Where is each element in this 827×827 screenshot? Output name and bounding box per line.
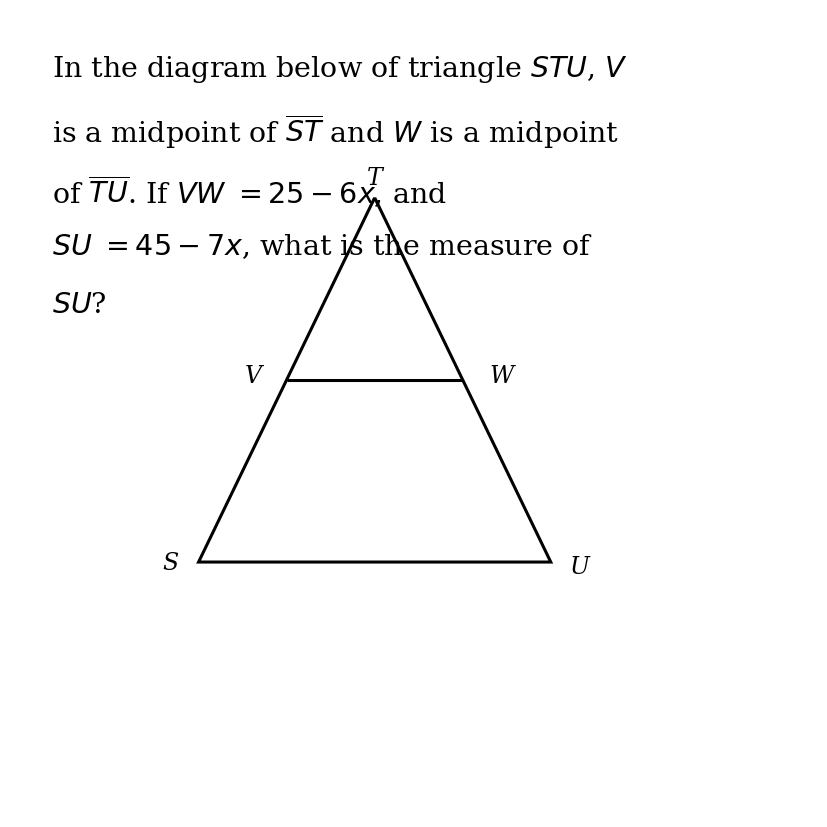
- Text: is a midpoint of $\overline{\mathit{ST}}$ and $\mathit{W}$ is a midpoint: is a midpoint of $\overline{\mathit{ST}}…: [52, 113, 619, 151]
- Text: $\mathit{SU}$?: $\mathit{SU}$?: [52, 292, 108, 319]
- Text: W: W: [489, 365, 514, 388]
- Text: S: S: [162, 551, 178, 574]
- Text: of $\overline{\mathit{TU}}$. If $\mathit{VW}$ $= 25 - 6\mathit{x}$, and: of $\overline{\mathit{TU}}$. If $\mathit…: [52, 173, 447, 208]
- Text: V: V: [244, 365, 261, 388]
- Text: <: <: [768, 36, 799, 71]
- Text: T: T: [366, 166, 382, 189]
- Text: In the diagram below of triangle $\mathit{STU}$, $\mathit{V}$: In the diagram below of triangle $\mathi…: [52, 54, 628, 84]
- Text: U: U: [569, 555, 589, 578]
- Text: $\mathit{SU}$ $= 45 - 7\mathit{x}$, what is the measure of: $\mathit{SU}$ $= 45 - 7\mathit{x}$, what…: [52, 232, 593, 261]
